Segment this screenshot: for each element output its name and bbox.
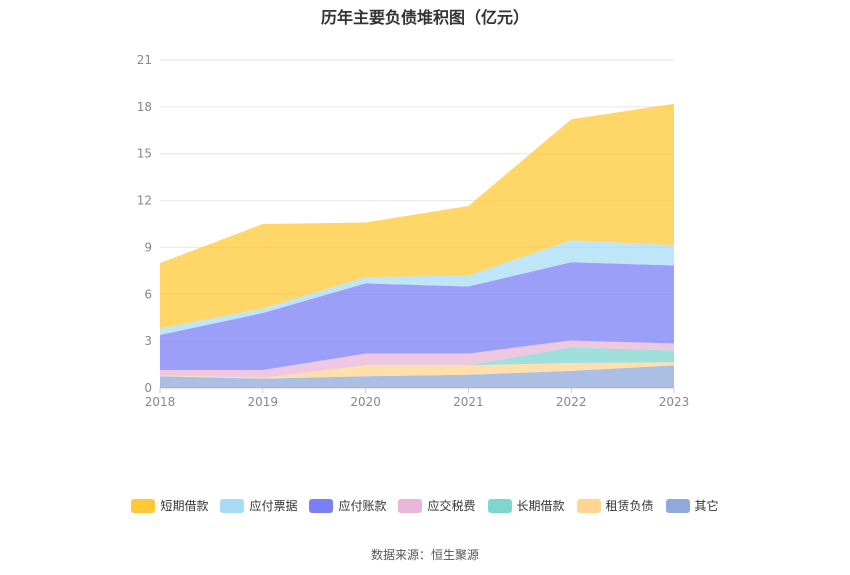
area-应交税费 [160, 340, 674, 378]
legend-label: 应交税费 [427, 499, 476, 513]
legend-item[interactable]: 应交税费 [398, 497, 476, 514]
x-tick-label: 2020 [350, 395, 381, 409]
y-tick-label: 18 [137, 100, 152, 114]
chart-title: 历年主要负债堆积图（亿元） [320, 8, 529, 27]
x-tick-label: 2019 [248, 395, 279, 409]
legend-swatch [220, 498, 245, 513]
legend-item[interactable]: 租赁负债 [576, 497, 654, 514]
legend-label: 应付账款 [338, 499, 387, 513]
legend-item[interactable]: 其它 [665, 497, 719, 514]
legend-swatch [309, 498, 334, 513]
y-tick-label: 0 [144, 381, 152, 395]
area-短期借款 [160, 103, 674, 329]
legend-label: 其它 [694, 499, 719, 513]
y-axis-ticks: 0 3 6 9 12 15 18 21 [137, 53, 152, 395]
y-tick-label: 12 [137, 194, 152, 208]
y-tick-label: 9 [144, 240, 152, 254]
legend: 短期借款 应付票据 应付账款 应交税费 长期借款 租赁负债 其它 [0, 497, 850, 514]
y-tick-label: 21 [137, 53, 152, 67]
legend-label: 长期借款 [516, 499, 565, 513]
legend-item[interactable]: 长期借款 [487, 497, 565, 514]
x-tick-label: 2023 [659, 395, 690, 409]
x-tick-label: 2018 [145, 395, 176, 409]
area-长期借款 [160, 347, 674, 378]
area-应付账款 [160, 262, 674, 371]
x-axis-ticks: 2018 2019 2020 2021 2022 2023 [145, 388, 690, 409]
stacked-area-chart: 0 3 6 9 12 15 18 21 2018 2019 2020 2021 2022 2023 [137, 53, 690, 409]
legend-swatch [131, 498, 156, 513]
data-source: 数据来源：恒生聚源 [370, 548, 479, 562]
area-其它 [160, 365, 674, 388]
area-租赁负债 [160, 362, 674, 379]
legend-label: 短期借款 [160, 499, 209, 513]
legend-swatch [398, 498, 423, 513]
legend-item[interactable]: 短期借款 [131, 497, 208, 514]
x-tick-label: 2022 [556, 395, 587, 409]
legend-label: 租赁负债 [605, 499, 654, 513]
area-应付票据 [160, 240, 674, 335]
x-tick-label: 2021 [453, 395, 484, 409]
area-series [160, 103, 674, 388]
y-tick-label: 3 [144, 334, 152, 348]
legend-item[interactable]: 应付票据 [220, 497, 297, 514]
legend-item[interactable]: 应付账款 [309, 497, 386, 514]
y-tick-label: 15 [137, 147, 152, 161]
legend-label: 应付票据 [249, 499, 298, 513]
legend-swatch [487, 498, 512, 513]
y-tick-label: 6 [144, 287, 152, 301]
legend-swatch [665, 498, 690, 513]
legend-swatch [576, 498, 601, 513]
